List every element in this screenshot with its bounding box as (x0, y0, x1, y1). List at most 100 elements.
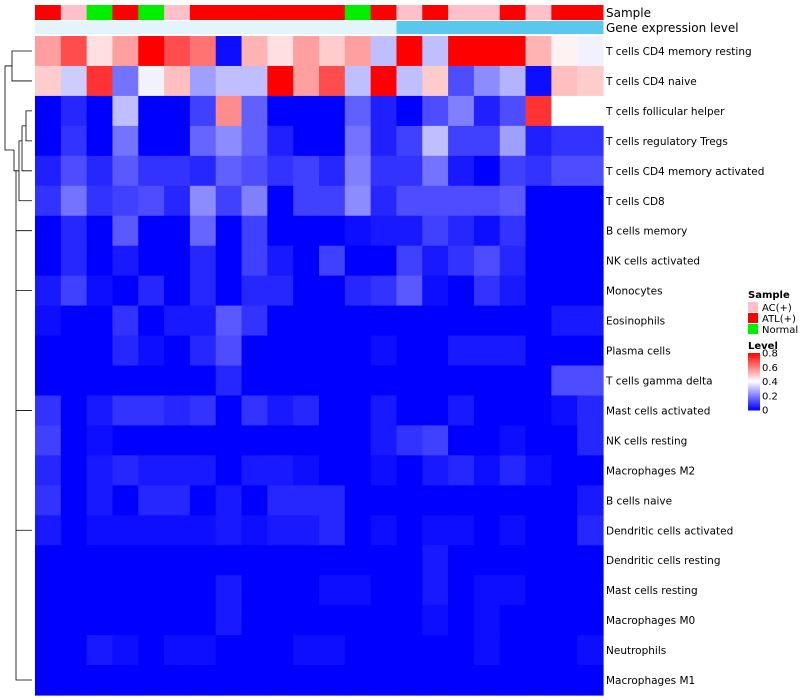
heatmap-cell (473, 125, 501, 157)
heatmap-cell (112, 635, 139, 666)
heatmap-cell (112, 185, 139, 217)
row-label: NK cells resting (606, 435, 687, 447)
heatmap-cell (396, 365, 423, 397)
heatmap-cell (60, 605, 88, 636)
heatmap-cell (215, 245, 243, 277)
heatmap-cell (189, 515, 217, 546)
heatmap-cell (499, 65, 527, 97)
heatmap-cell (241, 125, 268, 157)
heatmap-cell (448, 95, 475, 127)
heatmap-cell (370, 245, 398, 277)
heatmap-cell (525, 215, 552, 247)
heatmap-cell (112, 95, 139, 127)
heatmap-cell (241, 275, 268, 307)
heatmap-cell (577, 305, 604, 337)
row-label: NK cells activated (606, 256, 700, 268)
heatmap-cell (448, 185, 475, 217)
heatmap-cell (35, 575, 62, 606)
heatmap-cell (499, 455, 527, 486)
heatmap-cell (215, 335, 243, 367)
row-label: Plasma cells (606, 346, 671, 358)
heatmap-cell (241, 36, 268, 67)
heatmap-cell (396, 395, 423, 427)
heatmap-cell (319, 515, 346, 546)
heatmap-cell (164, 335, 191, 367)
heatmap-cell (215, 36, 243, 67)
heatmap-cell (422, 335, 449, 367)
heatmap-cell (551, 425, 578, 456)
heatmap-cell (267, 455, 294, 486)
sample-anno-cell (241, 5, 268, 20)
heatmap-cell (525, 335, 552, 367)
heatmap-cell (293, 215, 320, 247)
heatmap-cell (344, 125, 372, 157)
heatmap-cell (551, 155, 578, 187)
legend-level-bar-step (748, 360, 760, 363)
expression-anno-cell (473, 21, 501, 34)
legend-level-tick: 0.4 (762, 377, 778, 388)
heatmap-cell (215, 125, 243, 157)
heatmap-cell (112, 425, 139, 456)
heatmap-cell (215, 515, 243, 546)
heatmap-cell (319, 635, 346, 666)
heatmap-cell (577, 65, 604, 97)
legend-level-bar-step (748, 408, 760, 411)
heatmap-cell (422, 545, 449, 576)
heatmap-cell (164, 365, 191, 397)
expression-anno-cell (267, 21, 294, 34)
heatmap-cell (422, 65, 449, 97)
heatmap-cell (189, 275, 217, 307)
heatmap-cell (241, 455, 268, 486)
heatmap-cell (138, 65, 165, 97)
heatmap-cell (241, 65, 268, 97)
heatmap-cell (164, 395, 191, 427)
heatmap-cell (499, 36, 527, 67)
heatmap-cell (60, 575, 88, 606)
heatmap-cell (86, 545, 114, 576)
heatmap-cell (112, 515, 139, 546)
heatmap-cell (319, 665, 346, 696)
heatmap-cell (473, 575, 501, 606)
heatmap-cell (35, 335, 62, 367)
heatmap-cell (448, 275, 475, 307)
sample-anno-cell (525, 5, 552, 20)
heatmap-cell (60, 245, 88, 277)
heatmap-cell (215, 485, 243, 516)
legend-sample-title: Sample (748, 290, 790, 301)
heatmap-cell (577, 545, 604, 576)
heatmap-cell (448, 455, 475, 486)
heatmap-cell (267, 605, 294, 636)
row-label: T cells CD4 memory resting (605, 46, 752, 58)
row-dendrogram-branch (11, 50, 32, 82)
heatmap-cell (215, 575, 243, 606)
heatmap-cell (241, 305, 268, 337)
heatmap-cell (577, 515, 604, 546)
legend-level-bar-step (748, 404, 760, 407)
heatmap-cell (319, 36, 346, 67)
heatmap-cell (293, 305, 320, 337)
heatmap-cell (138, 485, 165, 516)
heatmap-cell (577, 245, 604, 277)
row-label: T cells regulatory Tregs (605, 136, 728, 148)
heatmap-cell (473, 605, 501, 636)
heatmap-cell (525, 185, 552, 217)
heatmap-cell (267, 125, 294, 157)
legend-level-bar-step (748, 370, 760, 373)
heatmap-cell (189, 635, 217, 666)
sample-anno-cell (396, 5, 423, 20)
heatmap-cell (241, 605, 268, 636)
heatmap-cell (35, 305, 62, 337)
heatmap-cell (319, 575, 346, 606)
heatmap-cell (241, 155, 268, 187)
heatmap-cell (577, 36, 604, 67)
heatmap-cell (370, 275, 398, 307)
heatmap-cell (422, 425, 449, 456)
heatmap-cell (241, 665, 268, 696)
heatmap-cell (344, 215, 372, 247)
heatmap-cell (293, 95, 320, 127)
heatmap-cell (267, 515, 294, 546)
heatmap-cell (396, 545, 423, 576)
heatmap-cell (293, 335, 320, 367)
heatmap-cell (448, 365, 475, 397)
heatmap-cell (189, 185, 217, 217)
